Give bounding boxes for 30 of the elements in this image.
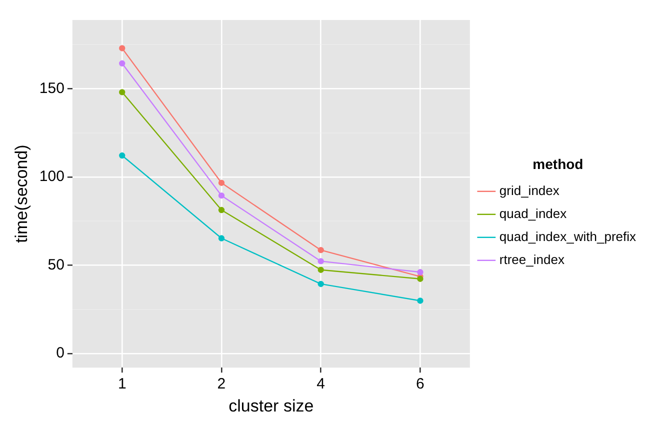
legend-label: quad_index_with_prefix <box>499 228 636 244</box>
x-tick-label: 4 <box>316 376 326 393</box>
y-axis-title: time(second) <box>12 144 31 243</box>
x-tick-label: 1 <box>118 376 126 393</box>
y-tick-label: 100 <box>39 168 64 186</box>
point <box>119 45 126 52</box>
point <box>318 280 324 288</box>
x-axis-title: cluster size <box>228 396 314 416</box>
point <box>318 266 324 273</box>
y-tick-label: 0 <box>56 344 64 362</box>
x-tick-label: 2 <box>217 376 226 393</box>
y-tick-label: 150 <box>39 80 64 97</box>
point <box>119 60 126 67</box>
point <box>119 89 126 96</box>
point <box>318 258 324 264</box>
point <box>417 298 424 304</box>
legend-label: rtree_index <box>499 252 565 267</box>
point <box>218 180 225 186</box>
point <box>218 235 225 242</box>
legend-label: quad_index <box>499 206 568 221</box>
legend-title: method <box>532 156 584 172</box>
point <box>218 206 225 214</box>
y-tick-label: 50 <box>48 256 64 274</box>
x-tick-label: 6 <box>416 376 424 393</box>
point <box>417 276 424 282</box>
point <box>318 246 324 254</box>
legend-label: grid_index <box>499 182 560 198</box>
point <box>417 269 424 276</box>
point <box>218 192 225 199</box>
point <box>119 152 126 159</box>
